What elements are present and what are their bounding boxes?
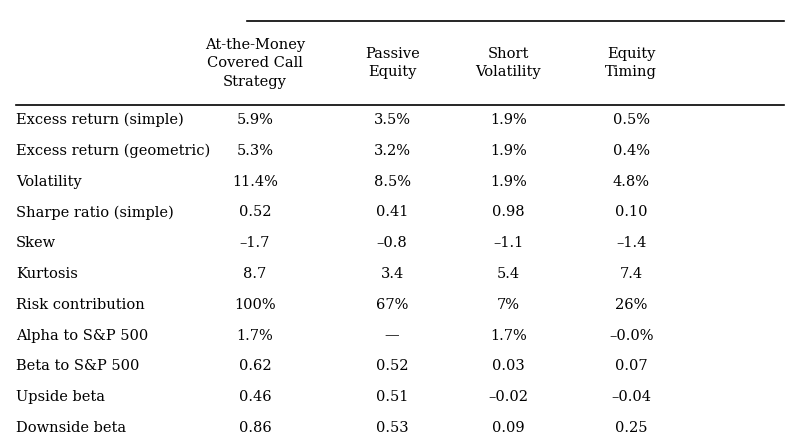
Text: 3.4: 3.4 [381, 267, 404, 281]
Text: 8.7: 8.7 [243, 267, 266, 281]
Text: 0.51: 0.51 [376, 390, 408, 404]
Text: 1.7%: 1.7% [490, 328, 526, 343]
Text: Excess return (simple): Excess return (simple) [16, 113, 183, 127]
Text: 5.3%: 5.3% [237, 144, 274, 158]
Text: –0.02: –0.02 [488, 390, 528, 404]
Text: At-the-Money
Covered Call
Strategy: At-the-Money Covered Call Strategy [205, 37, 305, 89]
Text: 1.9%: 1.9% [490, 175, 526, 189]
Text: 0.52: 0.52 [238, 205, 271, 219]
Text: 11.4%: 11.4% [232, 175, 278, 189]
Text: Excess return (geometric): Excess return (geometric) [16, 144, 210, 158]
Text: 5.4: 5.4 [497, 267, 520, 281]
Text: Sharpe ratio (simple): Sharpe ratio (simple) [16, 205, 174, 220]
Text: 0.03: 0.03 [492, 359, 525, 373]
Text: 0.62: 0.62 [238, 359, 271, 373]
Text: Passive
Equity: Passive Equity [365, 47, 419, 79]
Text: Volatility: Volatility [16, 175, 82, 189]
Text: Kurtosis: Kurtosis [16, 267, 78, 281]
Text: 0.10: 0.10 [615, 205, 647, 219]
Text: —: — [385, 328, 399, 343]
Text: Beta to S&P 500: Beta to S&P 500 [16, 359, 139, 373]
Text: 0.46: 0.46 [238, 390, 271, 404]
Text: 3.5%: 3.5% [374, 113, 410, 127]
Text: –1.7: –1.7 [240, 236, 270, 250]
Text: 3.2%: 3.2% [374, 144, 410, 158]
Text: 1.9%: 1.9% [490, 113, 526, 127]
Text: 5.9%: 5.9% [237, 113, 274, 127]
Text: 1.7%: 1.7% [237, 328, 274, 343]
Text: Alpha to S&P 500: Alpha to S&P 500 [16, 328, 148, 343]
Text: 0.98: 0.98 [492, 205, 525, 219]
Text: –0.0%: –0.0% [609, 328, 654, 343]
Text: 100%: 100% [234, 298, 276, 312]
Text: 0.41: 0.41 [376, 205, 408, 219]
Text: 4.8%: 4.8% [613, 175, 650, 189]
Text: 0.25: 0.25 [615, 421, 647, 435]
Text: –1.1: –1.1 [493, 236, 523, 250]
Text: 67%: 67% [376, 298, 408, 312]
Text: 26%: 26% [615, 298, 647, 312]
Text: Upside beta: Upside beta [16, 390, 105, 404]
Text: 7.4: 7.4 [620, 267, 643, 281]
Text: Equity
Timing: Equity Timing [606, 47, 658, 79]
Text: 8.5%: 8.5% [374, 175, 410, 189]
Text: 0.07: 0.07 [615, 359, 647, 373]
Text: Risk contribution: Risk contribution [16, 298, 145, 312]
Text: 0.86: 0.86 [238, 421, 271, 435]
Text: 0.5%: 0.5% [613, 113, 650, 127]
Text: 0.09: 0.09 [492, 421, 525, 435]
Text: –0.8: –0.8 [377, 236, 407, 250]
Text: –0.04: –0.04 [611, 390, 651, 404]
Text: Downside beta: Downside beta [16, 421, 126, 435]
Text: –1.4: –1.4 [616, 236, 646, 250]
Text: 0.52: 0.52 [376, 359, 409, 373]
Text: 7%: 7% [497, 298, 520, 312]
Text: Skew: Skew [16, 236, 56, 250]
Text: Short
Volatility: Short Volatility [475, 47, 541, 79]
Text: 0.4%: 0.4% [613, 144, 650, 158]
Text: 0.53: 0.53 [376, 421, 409, 435]
Text: 1.9%: 1.9% [490, 144, 526, 158]
